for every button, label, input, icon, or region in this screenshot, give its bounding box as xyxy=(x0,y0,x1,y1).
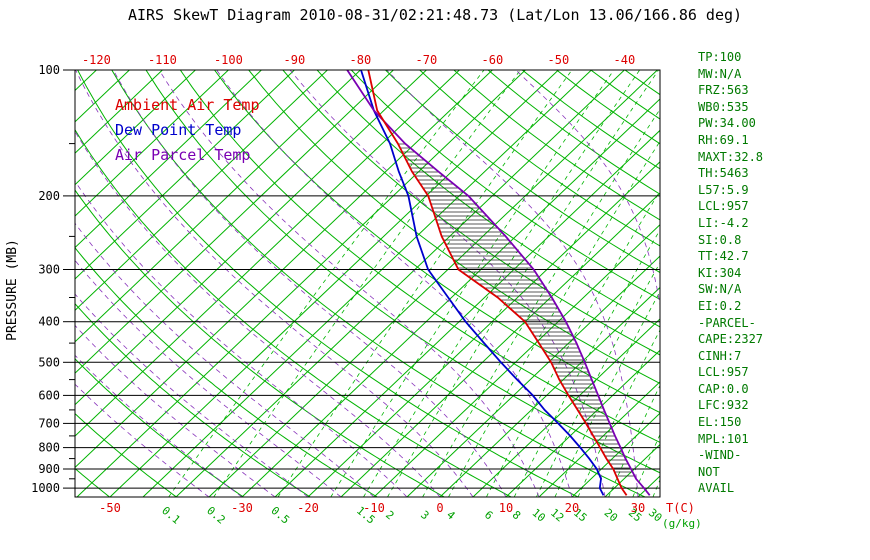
svg-text:-30: -30 xyxy=(231,501,253,515)
svg-text:20: 20 xyxy=(602,506,621,524)
stats-panel: TP:100 MW:N/A FRZ:563 WB0:535 PW:34.00 RH:69.… xyxy=(698,49,763,497)
svg-text:0.2: 0.2 xyxy=(204,504,228,527)
svg-text:-40: -40 xyxy=(614,53,636,67)
svg-text:-70: -70 xyxy=(416,53,438,67)
svg-text:(g/kg): (g/kg) xyxy=(662,517,702,530)
panel-line: -WIND- xyxy=(698,448,742,463)
panel-line: TH:5463 xyxy=(698,166,749,181)
svg-text:3: 3 xyxy=(418,508,431,522)
plot-area xyxy=(75,70,660,497)
svg-text:2: 2 xyxy=(383,508,396,522)
parcel-curve xyxy=(346,70,651,496)
svg-text:400: 400 xyxy=(38,315,60,329)
svg-text:-120: -120 xyxy=(82,53,111,67)
legend-air-parcel-temp: Air Parcel Temp xyxy=(115,146,250,164)
panel-line: MW:N/A xyxy=(698,66,742,81)
svg-text:200: 200 xyxy=(38,189,60,203)
panel-line: LCL:957 xyxy=(698,365,749,380)
dry-adiabats-layer xyxy=(75,70,660,497)
panel-line: PW:34.00 xyxy=(698,116,756,131)
chart-layers: -120 -110 -100 -90 -80 -70 -60 -50 -40-50 -30 -20-… xyxy=(5,53,702,530)
svg-text:20: 20 xyxy=(565,501,579,515)
panel-line: CINH:7 xyxy=(698,348,742,363)
svg-text:100: 100 xyxy=(38,63,60,77)
svg-text:1000: 1000 xyxy=(31,481,60,495)
dewpoint-curve xyxy=(360,70,605,496)
panel-line: LFC:932 xyxy=(698,398,749,413)
svg-text:-10: -10 xyxy=(363,501,385,515)
svg-text:T(C): T(C) xyxy=(666,501,695,515)
panel-line: SI:0.8 xyxy=(698,232,742,247)
panel-line: TT:42.7 xyxy=(698,249,749,264)
panel-line: FRZ:563 xyxy=(698,83,749,98)
panel-line: SW:N/A xyxy=(698,282,742,297)
panel-line: CAP:0.0 xyxy=(698,381,749,396)
svg-text:600: 600 xyxy=(38,388,60,402)
svg-text:4: 4 xyxy=(444,508,458,522)
page-title: AIRS SkewT Diagram 2010-08-31/02:21:48.7… xyxy=(127,6,743,24)
svg-text:-80: -80 xyxy=(350,53,372,67)
panel-line: MAXT:32.8 xyxy=(698,149,764,164)
panel-line: CAPE:2327 xyxy=(698,332,764,347)
cape-hatch-layer xyxy=(398,143,635,477)
panel-line: LCL:957 xyxy=(698,199,749,214)
svg-text:30: 30 xyxy=(631,501,645,515)
svg-text:300: 300 xyxy=(38,263,60,277)
svg-text:900: 900 xyxy=(38,462,60,476)
svg-text:0: 0 xyxy=(436,501,443,515)
svg-text:6: 6 xyxy=(482,508,495,522)
panel-line: EI:0.2 xyxy=(698,298,742,313)
panel-line: NOT xyxy=(698,464,720,479)
panel-line: TP:100 xyxy=(698,50,742,64)
svg-text:12: 12 xyxy=(548,506,567,524)
svg-text:700: 700 xyxy=(38,416,60,430)
panel-line: L57:5.9 xyxy=(698,182,749,197)
svg-text:-110: -110 xyxy=(148,53,177,67)
svg-text:0.5: 0.5 xyxy=(268,504,292,527)
pressure-lines-layer xyxy=(75,70,660,489)
svg-text:-90: -90 xyxy=(284,53,306,67)
panel-line: EL:150 xyxy=(698,415,742,430)
plot-frame xyxy=(74,69,661,498)
svg-text:0.1: 0.1 xyxy=(159,504,183,527)
panel-line: LI:-4.2 xyxy=(698,215,749,230)
ambient-temp-curve xyxy=(367,70,628,496)
svg-text:PRESSURE (MB): PRESSURE (MB) xyxy=(5,239,20,341)
panel-line: AVAIL xyxy=(698,481,735,496)
mixing-ratio-lines-layer xyxy=(168,70,660,497)
svg-text:-50: -50 xyxy=(548,53,570,67)
legend-ambient-air-temp: Ambient Air Temp xyxy=(115,96,260,114)
svg-text:500: 500 xyxy=(38,355,60,369)
svg-text:-20: -20 xyxy=(297,501,319,515)
panel-line: WB0:535 xyxy=(698,99,749,114)
svg-text:10: 10 xyxy=(499,501,513,515)
svg-text:-50: -50 xyxy=(99,501,121,515)
svg-text:10: 10 xyxy=(529,506,548,524)
legend-dew-point-temp: Dew Point Temp xyxy=(115,121,241,139)
panel-line: -PARCEL- xyxy=(698,315,756,330)
svg-text:800: 800 xyxy=(38,441,60,455)
svg-text:-60: -60 xyxy=(482,53,504,67)
panel-line: MPL:101 xyxy=(698,431,749,446)
panel-line: KI:304 xyxy=(698,265,742,280)
panel-line: RH:69.1 xyxy=(698,132,749,147)
svg-text:-100: -100 xyxy=(214,53,243,67)
